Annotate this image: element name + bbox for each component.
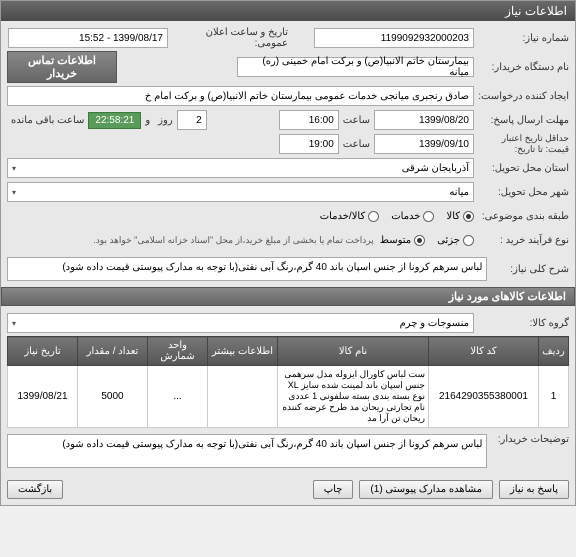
cell-date: 1399/08/21: [8, 366, 78, 428]
cell-extra[interactable]: [208, 366, 278, 428]
back-button[interactable]: بازگشت: [7, 480, 63, 499]
radio-icon: [463, 235, 474, 246]
buyer-desc-label: توضیحات خریدار:: [487, 434, 569, 445]
province-combo[interactable]: آذربایجان شرقی: [7, 158, 474, 178]
button-row: پاسخ به نیاز مشاهده مدارک پیوستی (1) چاپ…: [1, 474, 575, 505]
radio-kala[interactable]: کالا: [446, 211, 474, 222]
th-date: تاریخ نیاز: [8, 337, 78, 366]
need-no-field: 1199092932000203: [314, 28, 474, 48]
province-label: استان محل تحویل:: [474, 163, 569, 174]
window-title: اطلاعات نیاز: [505, 4, 567, 18]
requester-field: صادق رنجبری میانجی خدمات عمومی بیمارستان…: [7, 86, 474, 106]
saat-label-1: ساعت: [343, 115, 370, 126]
window-titlebar: اطلاعات نیاز: [1, 1, 575, 21]
requester-label: ایجاد کننده درخواست:: [474, 91, 569, 102]
need-info-window: اطلاعات نیاز شماره نیاز: 119909293200020…: [0, 0, 576, 506]
group-combo[interactable]: منسوجات و چرم: [7, 313, 474, 333]
remaining-label: ساعت باقی مانده: [11, 115, 84, 126]
need-no-label: شماره نیاز:: [474, 33, 569, 44]
reply-button[interactable]: پاسخ به نیاز: [499, 480, 569, 499]
buytype-label: نوع فرآیند خرید :: [474, 235, 569, 246]
timer-field: 22:58:21: [88, 112, 141, 129]
table-header-row: ردیف کد کالا نام کالا اطلاعات بیشتر واحد…: [8, 337, 569, 366]
city-label: شهر محل تحویل:: [474, 187, 569, 198]
valid-date-field: 1399/09/10: [374, 134, 474, 154]
subject-label: طبقه بندی موضوعی:: [474, 211, 569, 222]
radio-jozi[interactable]: جزئی: [437, 235, 474, 246]
attachments-button[interactable]: مشاهده مدارک پیوستی (1): [359, 480, 493, 499]
group-label: گروه کالا:: [474, 318, 569, 329]
radio-icon: [414, 235, 425, 246]
org-field: بیمارستان خاتم الانبیا(ص) و برکت امام خم…: [237, 57, 474, 77]
th-name: نام کالا: [278, 337, 429, 366]
saat-label-2: ساعت: [343, 139, 370, 150]
valid-time-field: 19:00: [279, 134, 339, 154]
cell-idx: 1: [539, 366, 569, 428]
radio-icon: [368, 211, 379, 222]
rooz-label: روز: [158, 115, 173, 126]
cell-code: 2164290355380001: [429, 366, 539, 428]
items-table: ردیف کد کالا نام کالا اطلاعات بیشتر واحد…: [7, 336, 569, 428]
radio-motevaset[interactable]: متوسط: [380, 235, 425, 246]
radio-icon: [423, 211, 434, 222]
radio-icon: [463, 211, 474, 222]
th-unit: واحد شمارش: [148, 337, 208, 366]
table-row[interactable]: 1 2164290355380001 ست لباس کاورال ایزوله…: [8, 366, 569, 428]
buy-note: پرداخت تمام یا بخشی از مبلغ خرید،از محل …: [93, 235, 373, 246]
buytype-radio-group: جزئی متوسط: [380, 235, 474, 246]
th-extra: اطلاعات بیشتر: [208, 337, 278, 366]
items-section-header: اطلاعات کالاهای مورد نیاز: [1, 287, 575, 306]
announce-field: 1399/08/17 - 15:52: [8, 28, 168, 48]
form-area: شماره نیاز: 1199092932000203 تاریخ و ساع…: [1, 21, 575, 287]
city-combo[interactable]: میانه: [7, 182, 474, 202]
days-field: 2: [177, 110, 207, 130]
deadline-date-field: 1399/08/20: [374, 110, 474, 130]
valid-label: حداقل تاریخ اعتبار قیمت: تا تاریخ:: [474, 133, 569, 155]
radio-khadamat[interactable]: خدمات: [391, 211, 434, 222]
print-button[interactable]: چاپ: [313, 480, 354, 499]
th-code: کد کالا: [429, 337, 539, 366]
deadline-time-field: 16:00: [279, 110, 339, 130]
subject-radio-group: کالا خدمات کالا/خدمات: [320, 211, 474, 222]
cell-name: ست لباس کاورال ایزوله مدل سرهمی جنس اسپا…: [278, 366, 429, 428]
cell-qty: 5000: [78, 366, 148, 428]
radio-kalakhadamat[interactable]: کالا/خدمات: [320, 211, 380, 222]
org-label: نام دستگاه خریدار:: [474, 62, 569, 73]
desc-label: شرح کلی نیاز:: [487, 264, 569, 275]
contact-header[interactable]: اطلاعات تماس خریدار: [7, 51, 117, 83]
th-qty: تعداد / مقدار: [78, 337, 148, 366]
desc-box: لباس سرهم کرونا از جنس اسپان باند 40 گرم…: [7, 257, 487, 281]
th-row: ردیف: [539, 337, 569, 366]
buyer-desc-box: لباس سرهم کرونا از جنس اسپان باند 40 گرم…: [7, 434, 487, 468]
deadline-label: مهلت ارسال پاسخ:: [474, 115, 569, 126]
announce-label: تاریخ و ساعت اعلان عمومی:: [168, 27, 288, 49]
cell-unit: ...: [148, 366, 208, 428]
